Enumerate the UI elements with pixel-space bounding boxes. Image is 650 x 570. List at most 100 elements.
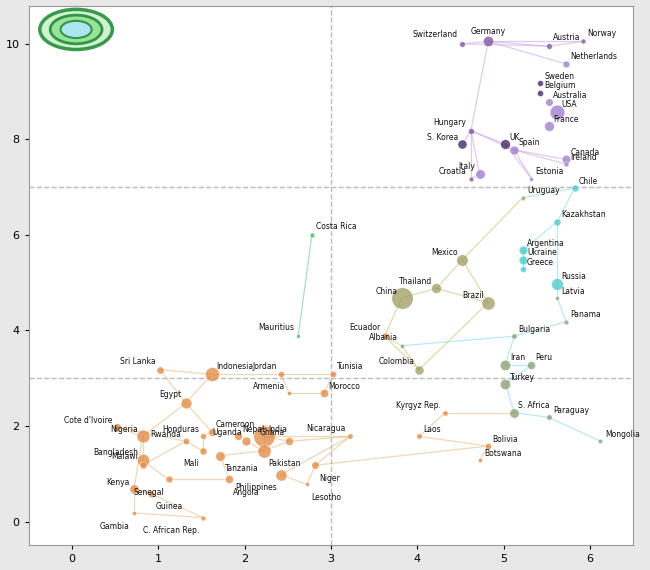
Text: Gambia: Gambia <box>100 522 129 531</box>
Text: Croatia: Croatia <box>439 167 467 176</box>
Point <box>207 427 217 436</box>
Point <box>535 79 545 88</box>
Text: Chile: Chile <box>579 177 598 186</box>
Text: Kenya: Kenya <box>107 478 129 487</box>
Point <box>284 389 294 398</box>
Point <box>509 408 519 417</box>
Text: Hungary: Hungary <box>434 118 467 127</box>
Text: Costa Rica: Costa Rica <box>317 222 357 231</box>
Text: Peru: Peru <box>536 353 552 363</box>
Text: Angola: Angola <box>233 488 260 497</box>
Text: Uganda: Uganda <box>213 429 242 437</box>
Point <box>526 174 537 183</box>
Point <box>293 332 304 341</box>
Point <box>414 432 424 441</box>
Text: Nigeria: Nigeria <box>111 425 138 434</box>
Point <box>457 255 467 264</box>
Point <box>431 284 441 293</box>
Text: Senegal: Senegal <box>133 488 164 497</box>
Text: Tanzania: Tanzania <box>225 464 259 473</box>
Point <box>207 370 217 379</box>
Point <box>310 461 320 470</box>
Point <box>552 279 562 288</box>
Text: Guinea: Guinea <box>155 502 183 511</box>
Text: Estonia: Estonia <box>536 167 564 176</box>
Point <box>535 88 545 97</box>
Text: Latvia: Latvia <box>562 287 585 296</box>
Text: Rwanda: Rwanda <box>151 430 181 439</box>
Circle shape <box>50 15 102 44</box>
Point <box>543 42 554 51</box>
Point <box>517 255 528 264</box>
Text: Philippines: Philippines <box>235 483 276 492</box>
Point <box>578 37 588 46</box>
Text: Colombia: Colombia <box>379 357 415 366</box>
Point <box>500 360 511 369</box>
Point <box>396 294 407 303</box>
Point <box>396 341 407 351</box>
Point <box>543 121 554 131</box>
Text: Jordan: Jordan <box>252 361 276 370</box>
Point <box>380 332 390 341</box>
Text: Cameroon: Cameroon <box>216 420 255 429</box>
Point <box>517 246 528 255</box>
Point <box>552 294 562 303</box>
Text: Malawi: Malawi <box>111 453 138 461</box>
Text: S. Korea: S. Korea <box>426 133 458 142</box>
Text: Greece: Greece <box>527 258 554 267</box>
Point <box>465 174 476 183</box>
Text: France: France <box>553 115 578 124</box>
Text: Ukraine: Ukraine <box>527 249 557 257</box>
Text: Botswana: Botswana <box>484 449 521 458</box>
Text: Germany: Germany <box>471 27 506 36</box>
Point <box>215 451 226 460</box>
Point <box>137 461 148 470</box>
Text: Honduras: Honduras <box>162 425 199 434</box>
Text: Egypt: Egypt <box>159 390 181 399</box>
Point <box>258 446 268 455</box>
Point <box>344 432 355 441</box>
Text: S. Africa: S. Africa <box>519 401 550 410</box>
Point <box>552 107 562 116</box>
Text: Mongolia: Mongolia <box>604 430 640 439</box>
Text: Sri Lanka: Sri Lanka <box>120 357 155 366</box>
Point <box>129 508 139 518</box>
Point <box>276 470 286 479</box>
Point <box>474 456 485 465</box>
Point <box>561 160 571 169</box>
Point <box>561 155 571 164</box>
Text: Turkey: Turkey <box>510 373 535 381</box>
Point <box>440 408 450 417</box>
Text: Norway: Norway <box>588 28 617 38</box>
Text: Laos: Laos <box>423 425 441 434</box>
Circle shape <box>40 9 112 50</box>
Text: Cote d'Ivoire: Cote d'Ivoire <box>64 416 112 425</box>
Text: C. African Rep.: C. African Rep. <box>142 526 199 535</box>
Point <box>543 97 554 107</box>
Text: Austria: Austria <box>553 33 580 42</box>
Text: USA: USA <box>562 100 577 109</box>
Point <box>543 413 554 422</box>
Point <box>561 317 571 327</box>
Text: Bolivia: Bolivia <box>493 435 518 443</box>
Point <box>474 169 485 178</box>
Text: Paraguay: Paraguay <box>553 406 589 415</box>
Point <box>569 184 580 193</box>
Point <box>595 437 606 446</box>
Point <box>509 145 519 154</box>
Circle shape <box>60 21 92 38</box>
Text: Ghana: Ghana <box>260 429 285 437</box>
Text: Armenia: Armenia <box>253 382 285 391</box>
Point <box>181 437 191 446</box>
Point <box>457 140 467 149</box>
Point <box>561 59 571 68</box>
Text: Russia: Russia <box>562 272 586 281</box>
Text: Panama: Panama <box>570 311 601 319</box>
Text: UK: UK <box>510 133 520 142</box>
Text: Niger: Niger <box>320 474 341 483</box>
Text: Ecuador: Ecuador <box>349 323 380 332</box>
Point <box>483 37 493 46</box>
Point <box>198 513 208 522</box>
Text: Iran: Iran <box>510 353 525 363</box>
Text: Bangladesh: Bangladesh <box>94 447 138 457</box>
